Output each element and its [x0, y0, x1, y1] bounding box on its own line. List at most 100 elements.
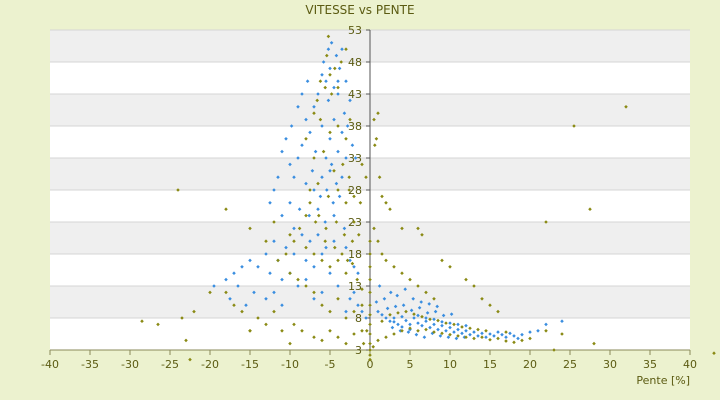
data-point-series-2: [272, 309, 276, 314]
data-point-series-1: [320, 175, 324, 179]
data-point-series-1: [390, 325, 395, 330]
data-point-series-2: [352, 194, 356, 199]
data-point-series-1: [318, 194, 323, 199]
data-point-series-2: [448, 332, 452, 337]
data-point-series-1: [520, 332, 524, 337]
data-point-series-1: [292, 175, 296, 179]
data-point-series-1: [328, 137, 332, 141]
data-point-series-2: [156, 322, 160, 327]
data-point-series-2: [373, 143, 377, 147]
data-point-series-2: [488, 303, 492, 307]
data-point-series-1: [312, 297, 316, 301]
data-point-series-2: [313, 220, 318, 224]
data-point-series-2: [341, 162, 345, 167]
data-point-series-1: [337, 194, 342, 199]
data-point-series-2: [317, 213, 321, 218]
data-point-series-1: [292, 252, 296, 256]
data-point-series-1: [344, 245, 348, 250]
data-point-series-1: [544, 322, 548, 327]
y-tick-label: 43: [348, 88, 362, 101]
data-point-series-1: [304, 181, 308, 186]
data-point-series-2: [333, 66, 337, 71]
data-point-series-2: [304, 245, 308, 250]
data-point-series-1: [336, 92, 340, 96]
data-point-series-1: [336, 79, 340, 83]
data-point-series-1: [348, 258, 352, 263]
data-point-series-2: [248, 329, 252, 333]
data-point-series-2: [484, 329, 488, 333]
data-point-series-1: [334, 53, 339, 58]
data-point-series-2: [312, 111, 316, 115]
data-point-series-1: [516, 336, 520, 341]
data-point-series-2: [355, 277, 359, 282]
data-point-series-2: [544, 329, 548, 333]
data-point-series-2: [288, 271, 292, 275]
data-point-series-1: [344, 156, 348, 160]
data-point-series-2: [180, 316, 184, 320]
data-point-series-1: [228, 297, 232, 301]
data-point-series-1: [272, 239, 276, 243]
data-point-series-2: [432, 330, 436, 334]
data-point-series-1: [446, 335, 451, 339]
data-point-series-2: [224, 207, 228, 211]
data-point-series-2: [368, 348, 372, 352]
y-tick-label: 48: [348, 56, 362, 69]
data-point-series-1: [305, 79, 310, 83]
data-point-series-2: [326, 194, 331, 199]
y-tick-label: 13: [348, 280, 362, 293]
data-point-series-1: [323, 220, 327, 224]
data-point-series-1: [454, 336, 459, 341]
data-point-series-1: [364, 316, 368, 320]
data-point-series-2: [480, 297, 484, 301]
data-point-series-1: [416, 313, 420, 318]
data-point-series-2: [572, 124, 576, 128]
data-point-series-1: [232, 271, 236, 275]
data-point-series-1: [536, 329, 540, 333]
data-point-series-2: [365, 329, 369, 333]
data-point-series-2: [339, 60, 343, 64]
data-point-series-2: [288, 233, 292, 237]
data-point-series-1: [342, 226, 347, 231]
data-point-series-2: [504, 339, 508, 343]
data-point-series-1: [353, 156, 358, 160]
data-point-series-2: [320, 258, 324, 263]
data-point-series-2: [304, 284, 308, 288]
data-point-series-1: [280, 277, 284, 282]
y-tick-label: 53: [348, 24, 362, 37]
data-point-series-1: [332, 239, 336, 243]
data-point-series-2: [328, 73, 332, 77]
data-point-series-1: [300, 92, 304, 96]
data-point-series-2: [352, 309, 356, 314]
data-point-series-2: [396, 311, 400, 315]
data-point-series-1: [392, 316, 396, 320]
data-point-series-2: [368, 313, 372, 317]
data-point-series-1: [484, 335, 488, 339]
data-point-series-1: [312, 188, 316, 192]
x-tick-labels: -40 -35 -30 -25 -20 -15 -10 -5 0 5 10 15 20 25 30 35 40: [41, 358, 697, 371]
data-point-series-2: [360, 287, 364, 291]
data-point-series-2: [344, 47, 348, 51]
data-point-series-1: [464, 329, 468, 333]
data-point-series-2: [312, 156, 316, 160]
data-point-series-2: [432, 297, 436, 301]
data-point-series-1: [320, 124, 324, 128]
data-point-series-2: [384, 201, 388, 205]
data-point-series-1: [252, 290, 256, 295]
data-point-series-2: [440, 331, 444, 336]
data-point-series-2: [308, 188, 312, 192]
data-point-series-1: [385, 306, 390, 311]
data-point-series-2: [292, 322, 296, 327]
data-point-series-2: [372, 117, 376, 122]
data-point-series-1: [280, 303, 284, 307]
data-point-series-1: [476, 334, 480, 338]
data-point-series-1: [244, 303, 248, 307]
data-point-series-2: [360, 162, 364, 167]
data-point-series-1: [504, 335, 508, 339]
data-point-series-2: [342, 233, 347, 237]
data-point-series-2: [384, 335, 388, 339]
data-point-series-1: [350, 143, 355, 147]
data-point-series-2: [328, 265, 332, 269]
data-point-series-2: [347, 188, 351, 192]
data-point-series-1: [427, 302, 431, 306]
data-point-series-2: [400, 226, 404, 231]
